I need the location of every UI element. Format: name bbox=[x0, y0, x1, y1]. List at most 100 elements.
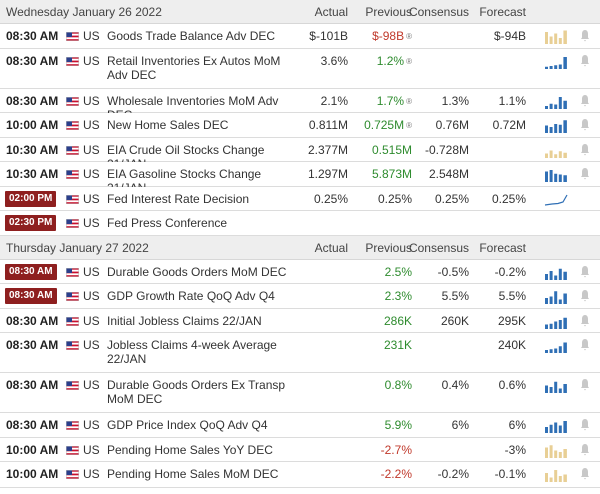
bell-icon[interactable] bbox=[580, 378, 590, 391]
table-row[interactable]: 02:30 PM US Fed Press Conference bbox=[0, 211, 600, 236]
bell-icon[interactable] bbox=[580, 94, 590, 107]
previous-value: -2.2% bbox=[380, 467, 412, 481]
trend-sparkline[interactable] bbox=[544, 142, 568, 158]
revised-icon[interactable]: ® bbox=[406, 96, 412, 106]
trend-sparkline[interactable] bbox=[544, 442, 568, 458]
table-row[interactable]: 08:30 AM US Initial Jobless Claims 22/JAN 2… bbox=[0, 308, 600, 333]
bell-icon[interactable] bbox=[580, 338, 590, 351]
sparkline-bar bbox=[554, 321, 558, 329]
column-header-forecast[interactable]: Forecast bbox=[479, 240, 526, 255]
sparkline-bar bbox=[563, 293, 567, 304]
event-time: 08:30 AM bbox=[6, 53, 59, 68]
country-code: US bbox=[83, 167, 100, 181]
table-row[interactable]: 08:30 AM US GDP Growth Rate QoQ Adv Q4 2.3%… bbox=[0, 284, 600, 309]
trend-sparkline[interactable] bbox=[544, 377, 568, 393]
event-name-link[interactable]: Pending Home Sales YoY DEC bbox=[107, 442, 273, 457]
event-name-link[interactable]: GDP Growth Rate QoQ Adv Q4 bbox=[107, 289, 275, 303]
forecast-value: 1.1% bbox=[498, 93, 526, 108]
column-header-previous[interactable]: Previous bbox=[365, 5, 412, 19]
bell-icon[interactable] bbox=[580, 443, 590, 456]
event-name-link[interactable]: Pending Home Sales MoM DEC bbox=[107, 467, 279, 481]
bell-icon[interactable] bbox=[580, 289, 590, 302]
event-name-link[interactable]: Jobless Claims 4-week Average 22/JAN bbox=[107, 338, 277, 366]
event-name-link[interactable]: GDP Price Index QoQ Adv Q4 bbox=[107, 418, 268, 432]
event-name-link[interactable]: Initial Jobless Claims 22/JAN bbox=[107, 313, 262, 328]
trend-sparkline[interactable] bbox=[544, 191, 568, 207]
table-row[interactable]: 10:00 AM US Pending Home Sales MoM DEC -2.2… bbox=[0, 462, 600, 488]
trend-sparkline[interactable] bbox=[544, 264, 568, 280]
table-row[interactable]: 08:30 AM US Jobless Claims 4-week Average … bbox=[0, 333, 600, 373]
revised-icon[interactable]: ® bbox=[406, 56, 412, 66]
column-header-consensus[interactable]: Consensus bbox=[408, 240, 469, 255]
actual-value: 0.25% bbox=[313, 191, 348, 206]
sparkline-bar bbox=[558, 150, 562, 158]
sparkline-bar bbox=[554, 291, 558, 304]
bell-icon[interactable] bbox=[580, 143, 590, 156]
forecast-value: 0.6% bbox=[498, 378, 526, 392]
event-name-link[interactable]: Fed Interest Rate Decision bbox=[107, 191, 250, 206]
previous-cell: 0.8% bbox=[385, 378, 412, 392]
trend-sparkline[interactable] bbox=[544, 117, 568, 133]
sparkline-bar bbox=[554, 153, 558, 158]
event-name-link[interactable]: Goods Trade Balance Adv DEC bbox=[107, 29, 276, 43]
bell-icon[interactable] bbox=[580, 54, 590, 67]
previous-cell: 5.9% bbox=[385, 418, 412, 432]
table-row[interactable]: 08:30 AM US Durable Goods Orders Ex Transp… bbox=[0, 373, 600, 413]
bell-icon[interactable] bbox=[580, 418, 590, 431]
trend-sparkline[interactable] bbox=[544, 28, 568, 44]
table-row[interactable]: 08:30 AM US Durable Goods Orders MoM DEC 2.… bbox=[0, 259, 600, 284]
trend-sparkline[interactable] bbox=[544, 288, 568, 304]
revised-icon[interactable]: ® bbox=[406, 32, 412, 41]
trend-sparkline[interactable] bbox=[544, 53, 568, 69]
country-code: US bbox=[83, 264, 100, 279]
sparkline-bar bbox=[545, 298, 548, 304]
column-header-consensus[interactable]: Consensus bbox=[408, 5, 469, 19]
bell-icon[interactable] bbox=[580, 265, 590, 278]
event-name-link[interactable]: Fed Press Conference bbox=[107, 216, 228, 230]
column-header-previous[interactable]: Previous bbox=[365, 240, 412, 255]
actual-value: 2.377M bbox=[307, 142, 348, 157]
trend-sparkline[interactable] bbox=[544, 417, 568, 433]
table-row[interactable]: 10:00 AM US New Home Sales DEC 0.811M 0.725M… bbox=[0, 113, 600, 138]
revised-icon[interactable]: ® bbox=[406, 121, 412, 130]
event-name-link[interactable]: Durable Goods Orders Ex Transp MoM DEC bbox=[107, 378, 286, 406]
trend-sparkline[interactable] bbox=[544, 466, 568, 482]
trend-sparkline[interactable] bbox=[544, 166, 568, 182]
event-time: 02:00 PM bbox=[5, 190, 57, 207]
column-header-actual[interactable]: Actual bbox=[314, 240, 348, 255]
sparkline-bar bbox=[558, 38, 562, 44]
us-flag-icon bbox=[66, 194, 79, 204]
us-flag-icon bbox=[66, 470, 79, 479]
table-row[interactable]: 08:30 AM US Wholesale Inventories MoM Adv … bbox=[0, 88, 600, 122]
table-row[interactable]: 08:30 AM US GDP Price Index QoQ Adv Q4 5.9%… bbox=[0, 413, 600, 438]
sparkline-bar bbox=[549, 424, 553, 433]
consensus-value: 5.5% bbox=[441, 289, 469, 303]
sparkline-bar bbox=[545, 273, 548, 280]
bell-icon[interactable] bbox=[580, 29, 590, 42]
bell-icon[interactable] bbox=[580, 314, 590, 327]
bell-icon[interactable] bbox=[580, 467, 590, 480]
event-name-link[interactable]: Retail Inventories Ex Autos MoM Adv DEC bbox=[107, 53, 281, 82]
event-time: 10:00 AM bbox=[6, 118, 59, 132]
table-row[interactable]: 10:00 AM US Pending Home Sales YoY DEC -2.7… bbox=[0, 437, 600, 462]
trend-sparkline[interactable] bbox=[544, 337, 568, 353]
consensus-value: -0.728M bbox=[424, 142, 469, 157]
us-flag-icon bbox=[66, 56, 79, 66]
trend-sparkline[interactable] bbox=[544, 93, 568, 109]
bell-icon[interactable] bbox=[580, 118, 590, 131]
event-name-link[interactable]: New Home Sales DEC bbox=[107, 118, 229, 132]
table-row[interactable]: 02:00 PM US Fed Interest Rate Decision 0.25… bbox=[0, 186, 600, 211]
table-row[interactable]: 08:30 AM US Goods Trade Balance Adv DEC $-1… bbox=[0, 24, 600, 49]
table-row[interactable]: 08:30 AM US Retail Inventories Ex Autos Mo… bbox=[0, 48, 600, 89]
bell-icon[interactable] bbox=[580, 167, 590, 180]
sparkline-bar bbox=[554, 64, 558, 69]
sparkline-bar bbox=[558, 319, 562, 329]
country-code: US bbox=[83, 216, 100, 230]
column-header-forecast[interactable]: Forecast bbox=[479, 5, 526, 19]
trend-sparkline[interactable] bbox=[544, 313, 568, 329]
column-header-actual[interactable]: Actual bbox=[314, 5, 348, 19]
event-name-link[interactable]: Durable Goods Orders MoM DEC bbox=[107, 264, 287, 279]
